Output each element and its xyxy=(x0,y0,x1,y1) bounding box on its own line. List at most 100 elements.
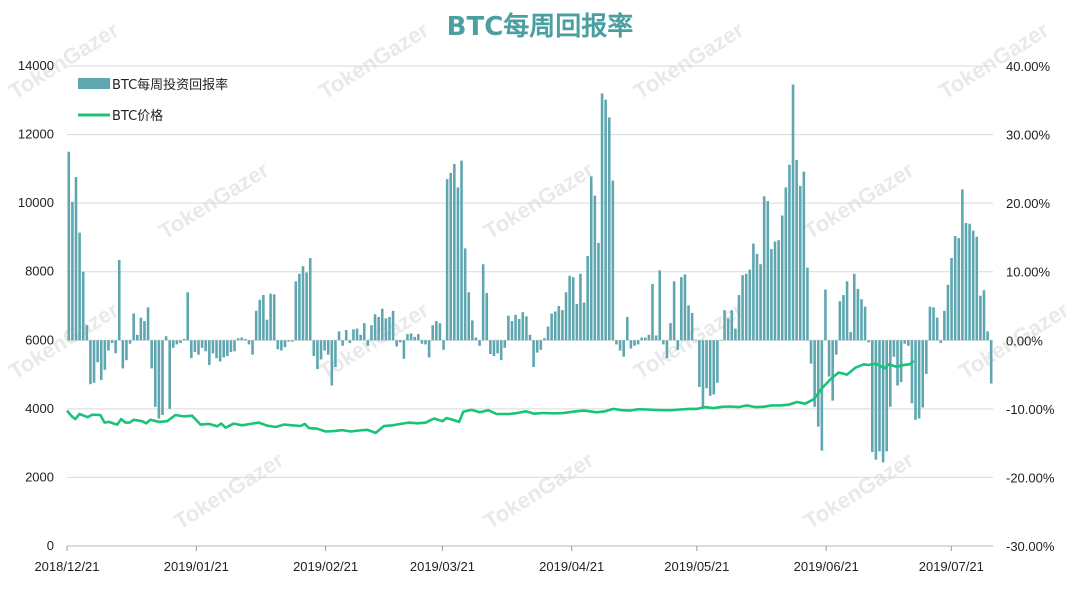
return-bar xyxy=(741,275,744,341)
return-bar xyxy=(326,340,330,355)
return-bar xyxy=(290,340,294,342)
return-bar xyxy=(121,340,125,369)
return-bar xyxy=(114,340,117,354)
return-bar xyxy=(625,316,629,341)
return-bar xyxy=(589,176,593,341)
return-bar xyxy=(669,323,672,341)
return-bar xyxy=(406,334,409,341)
right-axis-tick-label: 40.00% xyxy=(1006,59,1051,74)
right-axis-tick-label: -30.00% xyxy=(1006,539,1055,554)
return-bar xyxy=(870,340,874,453)
return-bar xyxy=(773,241,777,341)
return-bar xyxy=(798,186,802,341)
return-bar xyxy=(654,335,658,341)
return-bar xyxy=(355,328,359,341)
return-bar xyxy=(658,270,662,341)
right-axis-tick-label: 0.00% xyxy=(1006,333,1043,348)
return-bar xyxy=(276,340,280,350)
return-bar xyxy=(312,340,316,357)
return-bar xyxy=(344,330,348,341)
return-bar xyxy=(579,273,582,341)
return-bar xyxy=(409,333,413,341)
return-bar xyxy=(676,340,680,350)
return-bar xyxy=(503,340,507,348)
return-bar xyxy=(989,340,993,384)
return-bar xyxy=(81,271,85,341)
right-axis-tick-label: 30.00% xyxy=(1006,128,1051,143)
return-bar xyxy=(96,340,99,363)
return-bar xyxy=(71,201,74,341)
return-bar xyxy=(662,340,665,345)
return-bar xyxy=(788,164,791,341)
return-bar xyxy=(856,288,860,341)
return-bar xyxy=(597,242,600,341)
return-bar xyxy=(200,340,204,348)
return-bar xyxy=(233,340,236,352)
return-bar xyxy=(921,340,925,408)
return-bar xyxy=(586,255,589,341)
return-bar xyxy=(471,320,474,341)
return-bar xyxy=(607,117,611,341)
return-bar xyxy=(453,164,456,341)
left-axis-tick-label: 2000 xyxy=(25,469,54,484)
return-bar xyxy=(514,314,517,341)
watermark-text: TokenGazer xyxy=(154,157,273,244)
return-bar xyxy=(438,323,442,341)
return-bar xyxy=(456,187,460,341)
return-bar xyxy=(92,340,96,383)
return-bar xyxy=(319,340,323,360)
return-bar xyxy=(907,340,910,346)
left-axis-tick-label: 4000 xyxy=(25,401,54,416)
return-bar xyxy=(867,340,870,343)
return-bar xyxy=(539,340,543,350)
return-bar xyxy=(316,340,319,370)
return-bar xyxy=(110,340,114,344)
return-bar xyxy=(759,264,762,341)
watermark-layer: TokenGazer TokenGazer TokenGazer TokenGazer… xyxy=(4,17,1073,534)
return-bar xyxy=(892,340,896,357)
return-bar xyxy=(874,340,878,460)
return-bar xyxy=(640,337,643,341)
return-bar xyxy=(968,223,971,341)
return-bar xyxy=(777,240,780,341)
return-bar xyxy=(334,340,337,368)
return-bar xyxy=(463,248,467,341)
return-bar xyxy=(179,340,182,344)
return-bar xyxy=(917,340,921,419)
return-bar xyxy=(388,316,391,341)
return-bar xyxy=(208,340,211,365)
return-bar xyxy=(618,340,622,351)
return-bar xyxy=(128,340,132,344)
watermark-text: TokenGazer xyxy=(479,157,598,244)
return-bar xyxy=(258,299,262,341)
return-bar xyxy=(748,269,752,341)
return-bar xyxy=(182,338,186,341)
return-bar xyxy=(633,340,636,346)
return-bar xyxy=(604,99,607,341)
return-bar xyxy=(435,321,438,341)
return-bar xyxy=(420,340,424,344)
return-bar xyxy=(791,84,795,341)
return-bar xyxy=(615,340,618,345)
return-bar xyxy=(283,340,287,348)
return-bar xyxy=(525,316,528,341)
watermark-text: TokenGazer xyxy=(799,447,918,534)
watermark-text: TokenGazer xyxy=(629,17,748,104)
return-bar xyxy=(499,340,503,361)
return-bar xyxy=(153,340,157,407)
return-bar xyxy=(723,310,726,341)
return-bar xyxy=(474,337,478,341)
return-bar xyxy=(863,306,867,341)
return-bar xyxy=(171,340,175,348)
return-bar xyxy=(644,337,647,341)
return-bar xyxy=(67,151,71,341)
return-bar xyxy=(752,243,755,341)
return-bar xyxy=(193,340,197,352)
return-bar xyxy=(838,301,842,341)
return-bar xyxy=(694,339,698,341)
return-bar xyxy=(125,340,128,361)
x-axis-tick-label: 2019/03/21 xyxy=(410,559,475,574)
x-axis-tick-label: 2019/01/21 xyxy=(164,559,229,574)
return-bar xyxy=(737,295,741,341)
